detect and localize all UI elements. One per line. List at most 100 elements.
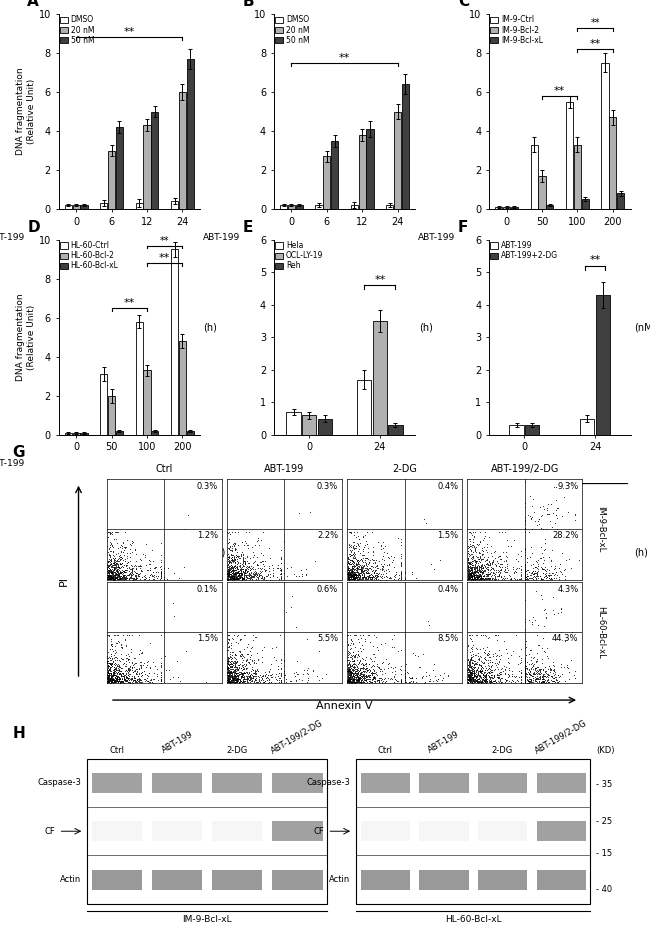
Bar: [187, 59, 194, 209]
Bar: [478, 773, 527, 793]
Text: (h): (h): [203, 322, 218, 332]
Bar: [372, 321, 387, 435]
Text: F: F: [458, 220, 468, 235]
Text: ABT-199: ABT-199: [426, 730, 461, 755]
Text: (nM): (nM): [203, 547, 226, 558]
Bar: [361, 821, 410, 842]
Text: (h): (h): [419, 547, 433, 558]
Bar: [601, 62, 608, 209]
Text: **: **: [124, 27, 135, 37]
Bar: [116, 128, 123, 209]
Bar: [272, 773, 322, 793]
Text: **: **: [124, 298, 135, 308]
Bar: [100, 374, 107, 435]
Text: - 25: - 25: [596, 816, 612, 826]
Bar: [151, 112, 159, 209]
Legend: DMSO, 20 nM, 50 nM: DMSO, 20 nM, 50 nM: [59, 15, 95, 46]
Bar: [144, 125, 151, 209]
Bar: [116, 431, 123, 435]
Text: **: **: [590, 255, 601, 265]
Text: HL-60-Bcl-xL: HL-60-Bcl-xL: [596, 606, 605, 659]
Bar: [580, 419, 595, 435]
Bar: [536, 870, 586, 890]
Bar: [511, 207, 518, 209]
Bar: [152, 821, 202, 842]
Text: D: D: [27, 220, 40, 235]
Bar: [356, 759, 590, 904]
Bar: [152, 870, 202, 890]
Bar: [323, 156, 330, 209]
Bar: [388, 425, 402, 435]
Bar: [361, 870, 410, 890]
Bar: [402, 84, 409, 209]
Bar: [546, 205, 553, 209]
Text: ABT-199: ABT-199: [203, 234, 240, 242]
Text: IM-9-Bcl-xL: IM-9-Bcl-xL: [596, 506, 605, 552]
Bar: [81, 205, 88, 209]
Bar: [179, 92, 186, 209]
Text: ABT-199: ABT-199: [418, 234, 456, 242]
Bar: [357, 380, 372, 435]
Text: Reh: Reh: [551, 497, 569, 507]
Text: **: **: [160, 236, 170, 246]
Text: PI: PI: [59, 576, 69, 586]
Text: **: **: [554, 86, 566, 96]
Text: - 35: - 35: [596, 780, 612, 789]
Text: E: E: [242, 220, 253, 235]
Text: 2-DG: 2-DG: [392, 464, 417, 474]
Text: ABT-199: ABT-199: [0, 234, 25, 242]
Text: Ctrl: Ctrl: [155, 464, 173, 474]
Text: (nM): (nM): [634, 322, 650, 332]
Bar: [419, 773, 469, 793]
Bar: [65, 433, 72, 435]
Text: HL-60: HL-60: [330, 272, 359, 281]
Bar: [100, 203, 107, 209]
Text: Caspase-3: Caspase-3: [38, 778, 81, 788]
Text: Actin: Actin: [329, 875, 350, 884]
Text: **: **: [159, 253, 170, 263]
Bar: [288, 205, 295, 209]
Bar: [136, 203, 143, 209]
Bar: [272, 870, 322, 890]
Bar: [144, 371, 151, 435]
Bar: [574, 144, 581, 209]
Bar: [478, 821, 527, 842]
Legend: Hela, OCL-LY-19, Reh: Hela, OCL-LY-19, Reh: [274, 240, 324, 271]
Text: CF: CF: [314, 827, 324, 836]
Bar: [582, 199, 589, 209]
Bar: [272, 821, 322, 842]
Text: - 40: - 40: [596, 884, 612, 894]
Legend: ABT-199, ABT-199+2-DG: ABT-199, ABT-199+2-DG: [489, 240, 559, 261]
Bar: [359, 135, 366, 209]
Text: G: G: [13, 445, 25, 461]
Text: **: **: [339, 53, 350, 62]
Text: (h): (h): [419, 322, 433, 332]
Bar: [152, 773, 202, 793]
Bar: [525, 425, 540, 435]
Bar: [361, 773, 410, 793]
Bar: [394, 112, 401, 209]
Bar: [108, 396, 115, 435]
Text: - 15: - 15: [596, 848, 612, 857]
Bar: [495, 207, 502, 209]
Bar: [503, 207, 510, 209]
Text: **: **: [374, 275, 385, 285]
Text: H: H: [13, 726, 25, 741]
Text: (h): (h): [634, 547, 648, 558]
Text: ABT-199/2-DG: ABT-199/2-DG: [534, 718, 589, 755]
Text: CF: CF: [45, 827, 56, 836]
Bar: [317, 419, 332, 435]
Bar: [367, 129, 374, 209]
Bar: [315, 205, 322, 209]
Bar: [81, 433, 88, 435]
Text: B: B: [242, 0, 254, 9]
Text: (KD): (KD): [596, 746, 615, 755]
Bar: [478, 870, 527, 890]
Text: 2-DG: 2-DG: [227, 746, 248, 755]
Bar: [171, 250, 178, 435]
Bar: [179, 341, 186, 435]
Bar: [108, 151, 115, 209]
Text: IM-9: IM-9: [119, 272, 140, 281]
Text: C: C: [458, 0, 469, 9]
Legend: HL-60-Ctrl, HL-60-Bcl-2, HL-60-Bcl-xL: HL-60-Ctrl, HL-60-Bcl-2, HL-60-Bcl-xL: [59, 240, 120, 271]
